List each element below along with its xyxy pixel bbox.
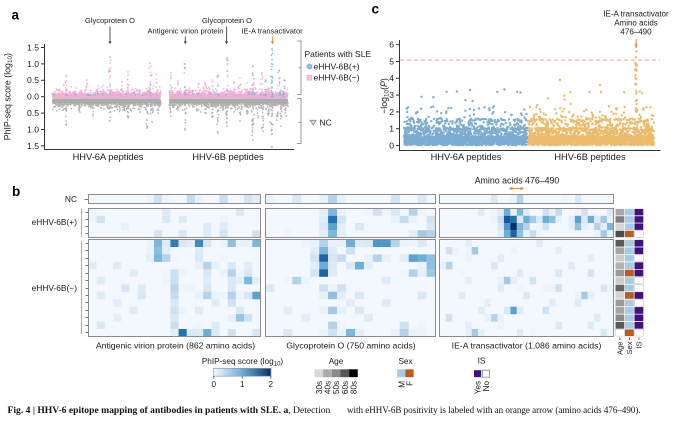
svg-text:2: 2 [269, 380, 274, 389]
svg-text:1.0: 1.0 [27, 59, 39, 69]
svg-text:60s: 60s [341, 381, 350, 394]
svg-text:F: F [406, 381, 415, 386]
svg-text:Glycoprotein O: Glycoprotein O [85, 16, 135, 25]
svg-text:0.0: 0.0 [27, 92, 39, 102]
svg-text:eHHV-6B(−): eHHV-6B(−) [314, 73, 360, 83]
svg-text:IE-A transactivator (1,086 ami: IE-A transactivator (1,086 amino acids) [452, 341, 602, 351]
svg-text:Amino acids: Amino acids [614, 19, 658, 28]
svg-text:HHV-6A peptides: HHV-6A peptides [73, 152, 144, 162]
svg-text:0: 0 [212, 380, 217, 389]
svg-text:Fig. 4 | HHV-6 epitope mapping: Fig. 4 | HHV-6 epitope mapping of antibo… [8, 405, 331, 416]
svg-text:Glycoprotein O (750 amino acid: Glycoprotein O (750 amino acids) [286, 341, 416, 351]
svg-text:Sex: Sex [625, 341, 634, 354]
svg-text:3: 3 [389, 90, 394, 100]
svg-text:0.5: 0.5 [27, 75, 39, 85]
svg-text:Age: Age [616, 342, 625, 355]
svg-text:IS: IS [635, 342, 644, 349]
svg-text:Antigenic virion protein (862: Antigenic virion protein (862 amino acid… [96, 341, 255, 351]
svg-text:Age: Age [329, 357, 344, 366]
svg-text:IE-A transactivator: IE-A transactivator [603, 10, 669, 19]
svg-text:b: b [12, 184, 20, 199]
svg-text:with eHHV-6B positivity is lab: with eHHV-6B positivity is labeled with … [347, 405, 641, 415]
svg-text:PhIP-seq score (log10): PhIP-seq score (log10) [202, 357, 284, 367]
svg-text:eHHV-6B(+): eHHV-6B(+) [32, 217, 78, 227]
svg-text:Sex: Sex [398, 357, 412, 366]
svg-text:1: 1 [389, 124, 394, 134]
svg-text:HHV-6A peptides: HHV-6A peptides [431, 152, 502, 162]
svg-text:Patients with SLE: Patients with SLE [305, 49, 372, 59]
svg-text:0: 0 [389, 140, 394, 150]
svg-text:Antigenic virion protein: Antigenic virion protein [148, 27, 224, 36]
svg-text:1: 1 [240, 380, 245, 389]
svg-text:HHV-6B peptides: HHV-6B peptides [554, 152, 626, 162]
svg-text:−log10(P): −log10(P) [379, 78, 391, 114]
svg-text:1.0: 1.0 [27, 124, 39, 134]
svg-text:80s: 80s [350, 381, 359, 394]
svg-text:30s: 30s [315, 381, 324, 394]
svg-text:40s: 40s [324, 381, 333, 394]
svg-text:IS: IS [478, 356, 486, 365]
svg-text:HHV-6B peptides: HHV-6B peptides [192, 152, 264, 162]
svg-text:IE-A transactivator: IE-A transactivator [241, 27, 303, 36]
svg-text:M: M [397, 381, 406, 388]
svg-text:Yes: Yes [474, 381, 483, 394]
svg-text:1.5: 1.5 [27, 42, 39, 52]
svg-text:2: 2 [389, 107, 394, 117]
svg-text:PhIP-seq score (log10): PhIP-seq score (log10) [3, 53, 15, 140]
svg-text:5: 5 [389, 56, 394, 66]
svg-text:eHHV-6B(+): eHHV-6B(+) [314, 61, 360, 71]
svg-text:No: No [482, 380, 491, 391]
svg-text:0.5: 0.5 [27, 108, 39, 118]
svg-text:eHHV-6B(−): eHHV-6B(−) [32, 283, 78, 293]
svg-text:Glycoprotein O: Glycoprotein O [202, 16, 252, 25]
svg-text:NC: NC [65, 194, 77, 204]
svg-text:50s: 50s [332, 381, 341, 394]
svg-text:4: 4 [389, 73, 394, 83]
svg-text:c: c [372, 2, 380, 17]
svg-text:476–490: 476–490 [620, 28, 652, 37]
svg-text:1.5: 1.5 [27, 141, 39, 151]
svg-text:Amino acids 476–490: Amino acids 476–490 [475, 176, 560, 186]
svg-text:a: a [12, 8, 20, 23]
svg-text:6: 6 [389, 40, 394, 50]
svg-text:NC: NC [320, 118, 332, 128]
